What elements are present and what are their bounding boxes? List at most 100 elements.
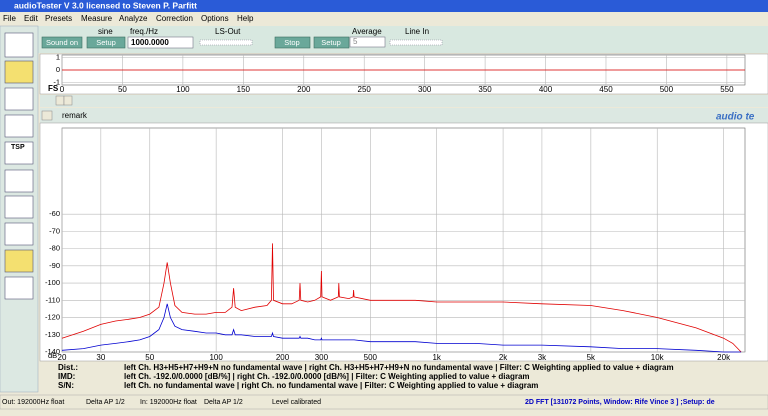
menu-item[interactable]: Correction bbox=[156, 14, 193, 23]
setup-button[interactable] bbox=[86, 36, 126, 49]
y-tick-label: -130 bbox=[45, 330, 60, 339]
menu-item[interactable]: Presets bbox=[45, 14, 72, 23]
y-axis-label: dB bbox=[48, 351, 57, 360]
menu-item[interactable]: File bbox=[3, 14, 16, 23]
status-item: Level calibrated bbox=[272, 399, 321, 406]
x-tick-label: 500 bbox=[364, 353, 378, 362]
button-label: Setup bbox=[321, 38, 341, 47]
icon[interactable] bbox=[4, 141, 34, 165]
x-tick-label: 0 bbox=[60, 85, 65, 94]
x-tick-label: 500 bbox=[660, 85, 674, 94]
status-bar bbox=[0, 394, 768, 410]
y-tick-label: 1 bbox=[56, 52, 60, 61]
menu-item[interactable]: Options bbox=[201, 14, 229, 23]
icon[interactable] bbox=[4, 276, 34, 300]
status-item: Delta AP 1/2 bbox=[86, 399, 125, 406]
scroll-row bbox=[40, 95, 768, 107]
result-label: Dist.: bbox=[58, 363, 78, 372]
freq-value: 1000.0000 bbox=[131, 38, 169, 47]
remark-button[interactable] bbox=[41, 110, 53, 121]
icon[interactable] bbox=[4, 222, 34, 246]
x-tick-label: 300 bbox=[418, 85, 432, 94]
y-tick-label: -70 bbox=[49, 226, 60, 235]
icon[interactable] bbox=[4, 60, 34, 84]
x-tick-label: 2k bbox=[499, 353, 508, 362]
status-item: 2D FFT [131072 Points, Window: Rife Vinc… bbox=[525, 399, 715, 406]
button-label: Sound on bbox=[46, 38, 78, 47]
ls-out-label: LS-Out bbox=[215, 27, 241, 36]
x-tick-label: 350 bbox=[478, 85, 492, 94]
icon[interactable] bbox=[4, 169, 34, 193]
menu-item[interactable]: Help bbox=[237, 14, 254, 23]
result-text: left Ch. no fundamental wave | right Ch.… bbox=[124, 381, 538, 390]
results-panel bbox=[40, 362, 768, 392]
x-tick-label: 30 bbox=[96, 353, 105, 362]
y-tick-label: -110 bbox=[46, 295, 60, 304]
scroll-button[interactable] bbox=[63, 95, 73, 106]
scroll-button[interactable] bbox=[55, 95, 65, 106]
average-input[interactable] bbox=[349, 36, 386, 48]
menu-item[interactable]: Measure bbox=[81, 14, 113, 23]
window-title: audioTester V 3.0 licensed to Steven P. … bbox=[14, 0, 197, 10]
x-tick-label: 400 bbox=[539, 85, 553, 94]
status-item: In: 192000Hz float bbox=[140, 399, 197, 406]
title-bar bbox=[0, 0, 768, 12]
x-tick-label: 20 bbox=[58, 353, 67, 362]
icon[interactable] bbox=[4, 195, 34, 219]
logo: audio te bbox=[716, 112, 755, 123]
x-tick-label: 5k bbox=[587, 353, 596, 362]
waveform-label: sine bbox=[98, 27, 113, 36]
y-tick-label: -90 bbox=[49, 261, 60, 270]
setup-button[interactable] bbox=[313, 36, 350, 49]
status-item: Delta AP 1/2 bbox=[204, 399, 243, 406]
icon[interactable] bbox=[4, 114, 34, 138]
sidebar-icons bbox=[4, 32, 34, 300]
y-tick-label: 0 bbox=[56, 65, 60, 74]
average-value: 5 bbox=[353, 37, 358, 46]
menu-item[interactable]: Analyze bbox=[119, 14, 148, 23]
x-tick-label: 100 bbox=[176, 85, 190, 94]
freq-input[interactable] bbox=[127, 36, 194, 49]
y-tick-label: -1 bbox=[53, 77, 60, 86]
ls-out-slider[interactable] bbox=[199, 39, 253, 46]
trace bbox=[61, 243, 742, 353]
sound-on-button[interactable] bbox=[41, 36, 83, 49]
button-label: Setup bbox=[96, 38, 116, 47]
menu-item[interactable]: Edit bbox=[24, 14, 39, 23]
button-label: Stop bbox=[284, 38, 299, 47]
x-tick-label: 200 bbox=[297, 85, 311, 94]
freq-label: freq./Hz bbox=[130, 27, 158, 36]
line-in-slider[interactable] bbox=[389, 39, 443, 46]
result-text: left Ch. -192.0/0.0000 [dB/%] | right Ch… bbox=[124, 372, 530, 381]
stop-button[interactable] bbox=[274, 36, 311, 49]
y-tick-label: -60 bbox=[49, 209, 60, 218]
x-tick-label: 450 bbox=[599, 85, 613, 94]
y-tick-label: -80 bbox=[49, 244, 60, 253]
plot-area bbox=[61, 127, 746, 353]
x-tick-label: 50 bbox=[118, 85, 127, 94]
y-tick-label: -140 bbox=[45, 347, 60, 356]
icon[interactable] bbox=[4, 87, 34, 111]
x-tick-label: 150 bbox=[237, 85, 251, 94]
x-tick-label: 550 bbox=[720, 85, 734, 94]
remark-row bbox=[40, 108, 768, 123]
y-tick-label: -120 bbox=[45, 313, 60, 322]
x-tick-label: 20k bbox=[717, 353, 731, 362]
menu-bar bbox=[0, 12, 768, 25]
result-label: S/N: bbox=[58, 381, 74, 390]
x-tick-label: 300 bbox=[315, 353, 329, 362]
line-in-label: Line In bbox=[405, 27, 429, 36]
x-tick-label: 250 bbox=[358, 85, 372, 94]
x-tick-label: 3k bbox=[538, 353, 547, 362]
x-tick-label: 200 bbox=[276, 353, 290, 362]
fs-label: FS bbox=[48, 84, 59, 93]
y-tick-label: -100 bbox=[45, 278, 60, 287]
x-tick-label: 50 bbox=[145, 353, 154, 362]
status-item: Out: 192000Hz float bbox=[2, 399, 64, 406]
result-text: left Ch. H3+H5+H7+H9+N no fundamental wa… bbox=[124, 363, 674, 372]
average-label: Average bbox=[352, 27, 382, 36]
icon[interactable] bbox=[4, 249, 34, 273]
icon[interactable] bbox=[4, 32, 34, 58]
x-tick-label: 1k bbox=[432, 353, 441, 362]
